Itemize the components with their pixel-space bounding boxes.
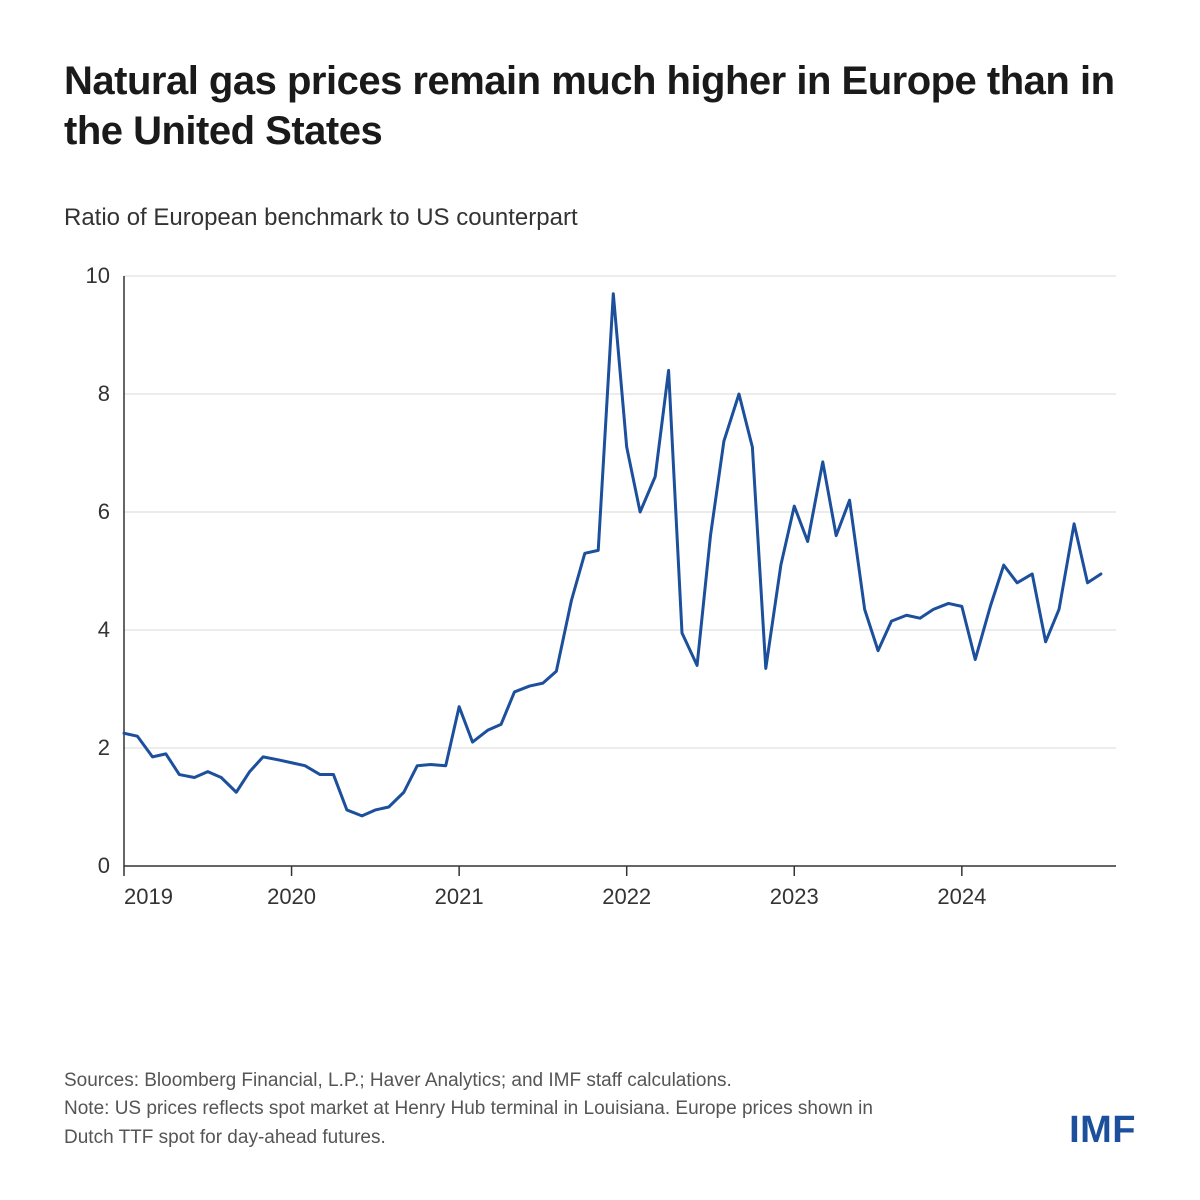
- chart-notes: Sources: Bloomberg Financial, L.P.; Have…: [64, 1067, 884, 1153]
- svg-text:2024: 2024: [937, 884, 986, 909]
- svg-text:10: 10: [86, 263, 110, 288]
- svg-text:2021: 2021: [435, 884, 484, 909]
- note-text: Note: US prices reflects spot market at …: [64, 1095, 884, 1152]
- chart-plot-area: 0 2 4 6 8 10 2019 2020 2021 2022 2023 2024: [64, 256, 1136, 941]
- svg-text:2019: 2019: [124, 884, 173, 909]
- sources-text: Sources: Bloomberg Financial, L.P.; Have…: [64, 1067, 884, 1096]
- svg-text:2020: 2020: [267, 884, 316, 909]
- svg-text:8: 8: [98, 381, 110, 406]
- chart-subtitle: Ratio of European benchmark to US counte…: [64, 204, 1136, 232]
- svg-text:6: 6: [98, 499, 110, 524]
- line-chart-svg: 0 2 4 6 8 10 2019 2020 2021 2022 2023 2024: [64, 256, 1136, 936]
- imf-logo: IMF: [1069, 1109, 1136, 1152]
- svg-text:2022: 2022: [602, 884, 651, 909]
- chart-footer: Sources: Bloomberg Financial, L.P.; Have…: [64, 1067, 1136, 1153]
- svg-text:2: 2: [98, 735, 110, 760]
- chart-container: Natural gas prices remain much higher in…: [0, 0, 1200, 1200]
- chart-title: Natural gas prices remain much higher in…: [64, 56, 1136, 156]
- svg-text:2023: 2023: [770, 884, 819, 909]
- svg-text:0: 0: [98, 853, 110, 878]
- svg-text:4: 4: [98, 617, 110, 642]
